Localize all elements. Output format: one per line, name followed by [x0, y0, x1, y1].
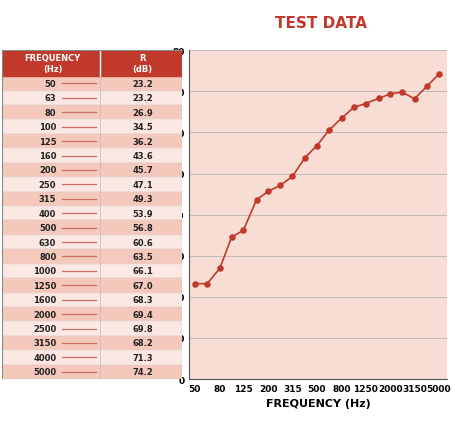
Text: 23.2: 23.2	[132, 80, 153, 89]
Text: 1250: 1250	[33, 281, 56, 290]
Bar	[2, 322, 182, 336]
Bar	[2, 178, 182, 192]
Bar	[2, 307, 182, 322]
Text: R
(dB): R (dB)	[132, 54, 152, 74]
Bar	[2, 207, 182, 221]
Text: 3150: 3150	[33, 339, 56, 348]
Bar	[2, 51, 182, 77]
Text: 49.3: 49.3	[132, 195, 153, 204]
Text: 36.2: 36.2	[132, 137, 153, 146]
Point	[398, 89, 405, 96]
Text: 125: 125	[39, 137, 56, 146]
Text: 45.7: 45.7	[132, 166, 153, 175]
Text: 250: 250	[39, 181, 56, 190]
Text: 400: 400	[39, 209, 56, 218]
Point	[191, 281, 198, 288]
Bar	[2, 192, 182, 207]
Bar	[2, 77, 182, 92]
Point	[239, 227, 247, 234]
Point	[228, 234, 235, 241]
Text: 630: 630	[39, 238, 56, 247]
Bar	[2, 135, 182, 149]
Bar	[2, 350, 182, 365]
Text: 66.1: 66.1	[132, 267, 153, 276]
Text: 68.2: 68.2	[132, 339, 153, 348]
Point	[301, 155, 308, 161]
Text: 800: 800	[39, 252, 56, 261]
Text: 1600: 1600	[33, 296, 56, 305]
Point	[410, 96, 417, 103]
Text: 1000: 1000	[33, 267, 56, 276]
Bar	[2, 293, 182, 307]
Point	[338, 115, 345, 122]
Point	[423, 83, 430, 90]
Point	[288, 173, 295, 180]
Bar	[2, 163, 182, 178]
Text: 100: 100	[39, 123, 56, 132]
Text: 500: 500	[39, 224, 56, 233]
Text: 53.9: 53.9	[132, 209, 153, 218]
Text: 69.4: 69.4	[132, 310, 153, 319]
Bar	[2, 149, 182, 163]
X-axis label: FREQUENCY (Hz): FREQUENCY (Hz)	[265, 398, 369, 409]
Bar	[2, 336, 182, 350]
Text: 26.9: 26.9	[132, 109, 153, 118]
Text: 4000: 4000	[33, 353, 56, 362]
Text: 71.3: 71.3	[132, 353, 153, 362]
Text: 80: 80	[45, 109, 56, 118]
Text: 56.8: 56.8	[132, 224, 153, 233]
Point	[435, 72, 442, 78]
Text: 5000: 5000	[33, 368, 56, 377]
Point	[349, 105, 357, 112]
Text: 74.2: 74.2	[132, 368, 153, 377]
Point	[253, 197, 260, 204]
Text: 63: 63	[45, 94, 56, 103]
Bar	[2, 250, 182, 264]
Text: TEST DATA: TEST DATA	[275, 16, 367, 31]
Text: 200: 200	[39, 166, 56, 175]
Point	[374, 96, 381, 103]
Text: 160: 160	[39, 152, 56, 161]
Text: 69.8: 69.8	[132, 324, 153, 333]
Point	[361, 101, 369, 108]
Text: 47.1: 47.1	[132, 181, 153, 190]
Text: 23.2: 23.2	[132, 94, 153, 103]
Point	[264, 188, 271, 195]
Bar	[2, 264, 182, 279]
Bar	[2, 221, 182, 235]
Text: 2500: 2500	[33, 324, 56, 333]
Point	[216, 265, 223, 272]
Bar	[2, 365, 182, 379]
Bar	[2, 106, 182, 120]
Text: 68.3: 68.3	[132, 296, 153, 305]
Text: 43.6: 43.6	[132, 152, 153, 161]
Text: 2000: 2000	[33, 310, 56, 319]
Point	[313, 143, 320, 150]
Text: 63.5: 63.5	[132, 252, 153, 261]
Text: 60.6: 60.6	[132, 238, 153, 247]
Point	[276, 183, 283, 190]
Y-axis label: SOUND REDUCTION (dB): SOUND REDUCTION (dB)	[156, 144, 166, 286]
Bar	[2, 235, 182, 250]
Text: FREQUENCY
(Hz): FREQUENCY (Hz)	[25, 54, 81, 74]
Text: 67.0: 67.0	[132, 281, 153, 290]
Point	[325, 127, 332, 134]
Bar	[2, 120, 182, 135]
Bar	[2, 279, 182, 293]
Point	[203, 281, 210, 288]
Bar	[2, 92, 182, 106]
Point	[386, 91, 393, 98]
Text: 34.5: 34.5	[132, 123, 153, 132]
Text: 315: 315	[39, 195, 56, 204]
Text: 50: 50	[45, 80, 56, 89]
